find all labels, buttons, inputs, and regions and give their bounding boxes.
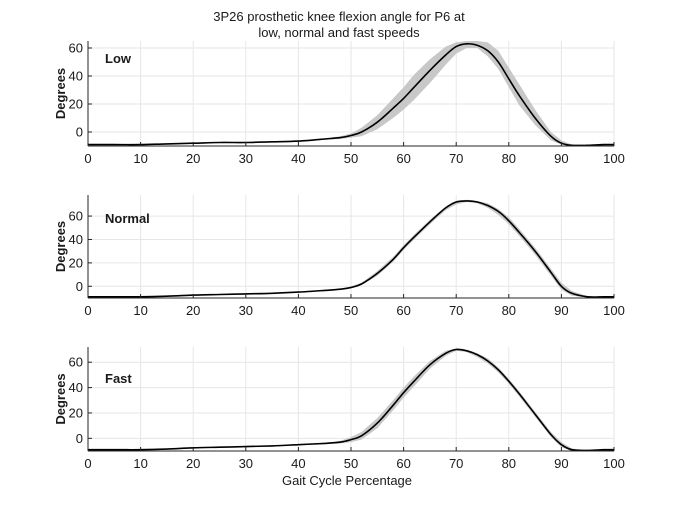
y-tick-label: 20: [69, 255, 83, 270]
y-axis-label: Degrees: [53, 373, 68, 424]
x-axis-label: Gait Cycle Percentage: [282, 473, 412, 488]
chart-title-line-1: 3P26 prosthetic knee flexion angle for P…: [213, 9, 465, 24]
x-tick-label: 10: [133, 303, 147, 318]
x-tick-label: 0: [84, 151, 91, 166]
x-tick-label: 50: [344, 303, 358, 318]
x-tick-label: 50: [344, 151, 358, 166]
x-tick-label: 90: [554, 456, 568, 471]
y-tick-label: 40: [69, 380, 83, 395]
y-tick-label: 0: [76, 125, 83, 140]
x-tick-label: 80: [502, 303, 516, 318]
x-tick-label: 100: [603, 303, 625, 318]
x-tick-label: 100: [603, 151, 625, 166]
x-tick-label: 40: [291, 303, 305, 318]
subplot-normal: 0 10 20 30 40 50 60 70 80 90 1000204060DegreesNorm…: [53, 195, 625, 318]
x-tick-label: 100: [603, 456, 625, 471]
x-tick-label: 0: [84, 303, 91, 318]
x-tick-label: 20: [186, 456, 200, 471]
x-tick-label: 80: [502, 151, 516, 166]
x-tick-label: 60: [396, 456, 410, 471]
mean-line: [87, 42, 615, 147]
y-tick-label: 60: [69, 41, 83, 56]
x-tick-label: 0: [84, 456, 91, 471]
y-tick-label: 0: [76, 279, 83, 294]
mean-line: [88, 200, 614, 298]
x-tick-label: 70: [449, 456, 463, 471]
y-tick-label: 60: [69, 209, 83, 224]
x-tick-label: 20: [186, 151, 200, 166]
y-axis-label: Degrees: [53, 221, 68, 272]
y-axis-label: Degrees: [53, 68, 68, 119]
x-tick-label: 40: [291, 456, 305, 471]
x-tick-label: 20: [186, 303, 200, 318]
x-tick-label: 10: [133, 151, 147, 166]
y-tick-label: 40: [69, 69, 83, 84]
x-tick-label: 60: [396, 303, 410, 318]
y-tick-label: 20: [69, 405, 83, 420]
panel-label-low: Low: [105, 51, 132, 66]
x-tick-label: 70: [449, 303, 463, 318]
x-tick-label: 40: [291, 151, 305, 166]
x-tick-label: 60: [396, 151, 410, 166]
x-tick-label: 90: [554, 151, 568, 166]
x-tick-label: 30: [239, 456, 253, 471]
x-tick-label: 30: [239, 151, 253, 166]
panel-label-normal: Normal: [105, 211, 150, 226]
x-tick-label: 90: [554, 303, 568, 318]
x-tick-label: 70: [449, 151, 463, 166]
x-tick-label: 30: [239, 303, 253, 318]
chart-title-line-2: low, normal and fast speeds: [258, 25, 420, 40]
y-tick-label: 20: [69, 97, 83, 112]
y-tick-label: 40: [69, 232, 83, 247]
panels-group: 0 10 20 30 40 50 60 70 80 90 1000204060DegreesLow0…: [53, 41, 625, 472]
y-tick-label: 60: [69, 355, 83, 370]
x-tick-label: 50: [344, 456, 358, 471]
x-tick-label: 80: [502, 456, 516, 471]
x-tick-label: 10: [133, 456, 147, 471]
panel-label-fast: Fast: [105, 371, 132, 386]
std-band: [88, 199, 614, 298]
mean-line: [88, 348, 615, 452]
y-tick-label: 0: [76, 431, 83, 446]
